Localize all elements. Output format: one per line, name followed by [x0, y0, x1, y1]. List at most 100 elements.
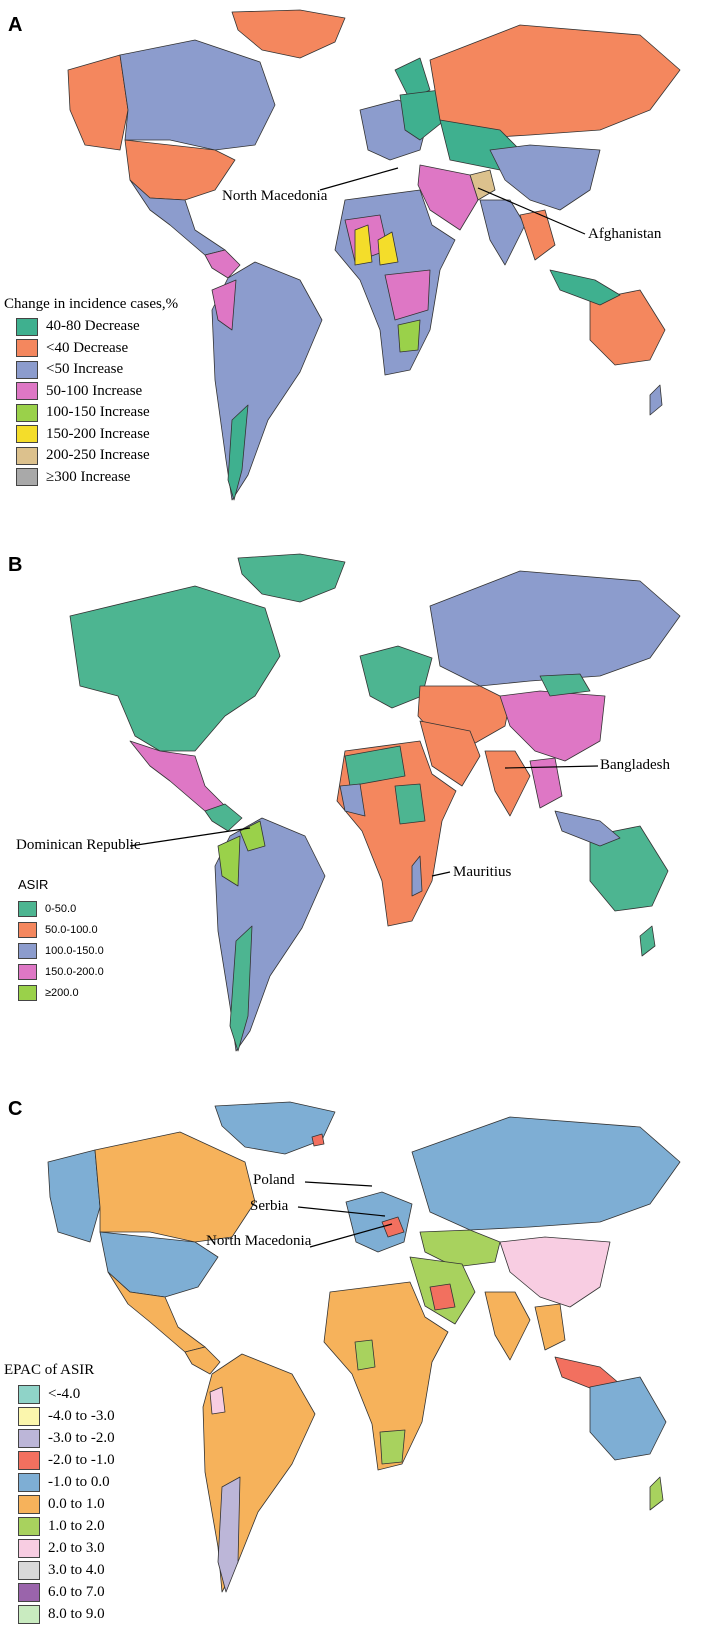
sudan [394, 783, 426, 825]
central-america [204, 803, 243, 832]
southeast-asia [534, 1303, 566, 1351]
peru [211, 279, 237, 331]
north-africa [344, 745, 406, 787]
pointer-serbia [297, 1206, 386, 1217]
annotation-pointers-b [129, 765, 599, 877]
legend-label: 0-50.0 [45, 902, 77, 915]
legend-swatch [18, 1560, 40, 1580]
legend-item: 6.0 to 7.0 [4, 1581, 115, 1603]
legend-title-c: EPAC of ASIR [4, 1362, 95, 1378]
annotation-pointers-a [319, 167, 586, 235]
india [484, 1291, 531, 1361]
australia [589, 289, 666, 366]
greenland [237, 553, 346, 603]
panel-letter-c: C [8, 1098, 23, 1120]
legend-item: 1.0 to 2.0 [4, 1515, 115, 1537]
russia [411, 1116, 681, 1231]
map-land-c [47, 1101, 681, 1593]
legend-swatch [16, 403, 38, 422]
southeast-asia [519, 209, 556, 261]
legend-item: 150.0-200.0 [18, 961, 104, 982]
legend-label: -1.0 to 0.0 [48, 1473, 110, 1490]
europe [345, 1191, 413, 1253]
pointer-bangladesh [504, 765, 599, 769]
legend-label: 8.0 to 9.0 [48, 1605, 105, 1622]
africa [323, 1281, 449, 1471]
legend-swatch [18, 1406, 40, 1426]
legend-item: 2.0 to 3.0 [4, 1537, 115, 1559]
legend-swatch [18, 1472, 40, 1492]
panel-b: B Bangladesh Dominican Republic Mauritiu… [0, 546, 718, 1091]
legend-item: 100.0-150.0 [18, 940, 104, 961]
mongolia [539, 673, 591, 697]
pointer-north-macedonia-c [309, 1223, 393, 1248]
india [484, 750, 531, 817]
ecuador [209, 1386, 226, 1415]
scandinavia [394, 57, 431, 101]
middle-east [417, 164, 479, 231]
annotation-pointers-c [297, 1181, 393, 1248]
legend-swatch [18, 1428, 40, 1448]
legend-item: 200-250 Increase [4, 445, 178, 467]
annotation-poland: Poland [253, 1172, 295, 1188]
legend-label: ≥300 Increase [46, 468, 131, 485]
legend-b: ASIR 0-50.0 50.0-100.0 100.0-150.0 150.0… [18, 877, 104, 1003]
legend-label: 2.0 to 3.0 [48, 1539, 105, 1556]
legend-label: 100.0-150.0 [45, 944, 104, 957]
annotation-afghanistan: Afghanistan [588, 226, 662, 242]
legend-swatch [18, 1516, 40, 1536]
mali [354, 224, 373, 266]
legend-swatch [16, 382, 38, 401]
saudi-arabia [429, 1283, 456, 1311]
china [499, 690, 606, 762]
legend-swatch [16, 360, 38, 379]
panel-a: A North Macedonia Afghanistan Change in … [0, 0, 718, 545]
legend-swatch [16, 339, 38, 358]
iceland [311, 1133, 325, 1147]
legend-title-b: ASIR [18, 877, 49, 892]
world-map-a [67, 9, 681, 501]
legend-item: 50.0-100.0 [18, 919, 104, 940]
new-zealand [649, 384, 663, 416]
legend-label: <40 Decrease [46, 339, 129, 356]
legend-item: 3.0 to 4.0 [4, 1559, 115, 1581]
legend-item: ≥300 Increase [4, 467, 178, 489]
annotation-dominican-republic: Dominican Republic [16, 837, 141, 853]
pointer-dominican-republic [129, 827, 251, 847]
mexico [129, 740, 226, 812]
legend-label: 6.0 to 7.0 [48, 1583, 105, 1600]
indonesia [549, 269, 621, 306]
nigeria [354, 1339, 376, 1371]
legend-swatch [18, 1450, 40, 1470]
legend-swatch [18, 942, 37, 959]
legend-item: -1.0 to 0.0 [4, 1471, 115, 1493]
china [489, 144, 601, 211]
alaska [67, 54, 129, 151]
indonesia [554, 810, 621, 847]
central-asia [419, 1229, 501, 1268]
legend-swatch [16, 446, 38, 465]
legend-label: 200-250 Increase [46, 447, 150, 464]
legend-swatch [18, 900, 37, 917]
zambia [397, 319, 421, 353]
legend-item: 0-50.0 [18, 898, 104, 919]
panel-letter-a: A [8, 14, 23, 36]
argentina [217, 1476, 241, 1593]
legend-swatch [18, 1494, 40, 1514]
legend-item: 50-100 Increase [4, 381, 178, 403]
legend-item: <40 Decrease [4, 338, 178, 360]
legend-swatch [18, 1582, 40, 1602]
annotation-north-macedonia-a: North Macedonia [222, 188, 328, 204]
africa [336, 740, 457, 927]
map-land-b [69, 553, 681, 1052]
panel-letter-b: B [8, 554, 23, 576]
legend-item: 150-200 Increase [4, 424, 178, 446]
russia [429, 570, 681, 687]
world-map-c [47, 1101, 681, 1593]
australia [589, 1376, 667, 1461]
panel-c: C Poland Serbia North Macedonia EPAC of … [0, 1092, 718, 1637]
legend-swatch [18, 1538, 40, 1558]
central-america [204, 249, 241, 279]
serbia-region [381, 1216, 405, 1238]
legend-swatch [16, 468, 38, 487]
